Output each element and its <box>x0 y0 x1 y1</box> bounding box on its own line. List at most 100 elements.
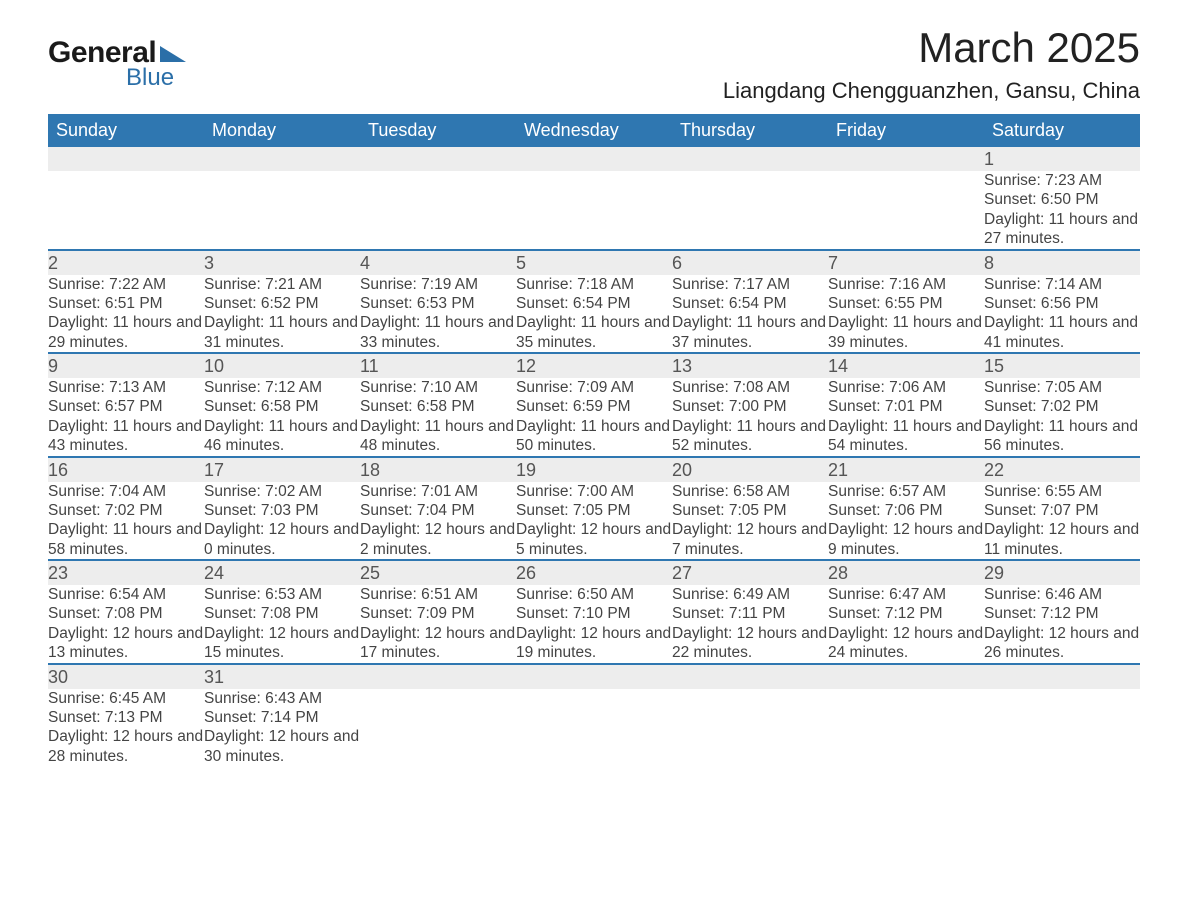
daylight-line: Daylight: 11 hours and 33 minutes. <box>360 313 516 352</box>
daylight-line: Daylight: 11 hours and 52 minutes. <box>672 417 828 456</box>
calendar-day-cell: Sunrise: 6:51 AMSunset: 7:09 PMDaylight:… <box>360 585 516 664</box>
daylight-line: Daylight: 11 hours and 58 minutes. <box>48 520 204 559</box>
calendar-day-cell: Sunrise: 7:09 AMSunset: 6:59 PMDaylight:… <box>516 378 672 457</box>
calendar-day-cell <box>672 689 828 767</box>
calendar-week-data-row: Sunrise: 7:23 AMSunset: 6:50 PMDaylight:… <box>48 171 1140 250</box>
calendar-day-number: 2 <box>48 250 204 275</box>
calendar-day-number: 22 <box>984 457 1140 482</box>
calendar-day-number <box>516 664 672 689</box>
calendar-header-cell: Monday <box>204 114 360 147</box>
calendar-header-cell: Thursday <box>672 114 828 147</box>
calendar-day-number: 26 <box>516 560 672 585</box>
calendar-day-number: 18 <box>360 457 516 482</box>
calendar-day-cell: Sunrise: 7:08 AMSunset: 7:00 PMDaylight:… <box>672 378 828 457</box>
calendar-day-cell <box>204 171 360 250</box>
calendar-header-cell: Sunday <box>48 114 204 147</box>
calendar-day-number: 11 <box>360 353 516 378</box>
sunrise-line: Sunrise: 6:45 AM <box>48 689 204 708</box>
sunset-line: Sunset: 7:08 PM <box>204 604 360 623</box>
calendar-week-daynum-row: 2345678 <box>48 250 1140 275</box>
calendar-day-number: 14 <box>828 353 984 378</box>
calendar-day-cell: Sunrise: 7:18 AMSunset: 6:54 PMDaylight:… <box>516 275 672 354</box>
sunrise-line: Sunrise: 7:06 AM <box>828 378 984 397</box>
sunrise-line: Sunrise: 7:12 AM <box>204 378 360 397</box>
sunrise-line: Sunrise: 7:16 AM <box>828 275 984 294</box>
calendar-week-daynum-row: 1 <box>48 147 1140 171</box>
calendar-day-cell <box>360 171 516 250</box>
calendar-day-number <box>516 147 672 171</box>
calendar-day-cell: Sunrise: 7:17 AMSunset: 6:54 PMDaylight:… <box>672 275 828 354</box>
sunrise-line: Sunrise: 7:17 AM <box>672 275 828 294</box>
sunrise-line: Sunrise: 7:10 AM <box>360 378 516 397</box>
sunrise-line: Sunrise: 7:01 AM <box>360 482 516 501</box>
calendar-day-cell <box>672 171 828 250</box>
daylight-line: Daylight: 12 hours and 0 minutes. <box>204 520 360 559</box>
sunset-line: Sunset: 7:02 PM <box>48 501 204 520</box>
sunset-line: Sunset: 7:12 PM <box>984 604 1140 623</box>
calendar-day-cell: Sunrise: 6:47 AMSunset: 7:12 PMDaylight:… <box>828 585 984 664</box>
calendar-day-cell: Sunrise: 6:55 AMSunset: 7:07 PMDaylight:… <box>984 482 1140 561</box>
daylight-line: Daylight: 11 hours and 56 minutes. <box>984 417 1140 456</box>
calendar-day-number <box>984 664 1140 689</box>
sunrise-line: Sunrise: 6:55 AM <box>984 482 1140 501</box>
location-subtitle: Liangdang Chengguanzhen, Gansu, China <box>723 78 1140 104</box>
calendar-day-cell <box>984 689 1140 767</box>
daylight-line: Daylight: 12 hours and 19 minutes. <box>516 624 672 663</box>
calendar-day-cell <box>360 689 516 767</box>
daylight-line: Daylight: 12 hours and 17 minutes. <box>360 624 516 663</box>
calendar-week-data-row: Sunrise: 7:04 AMSunset: 7:02 PMDaylight:… <box>48 482 1140 561</box>
calendar-day-cell: Sunrise: 6:46 AMSunset: 7:12 PMDaylight:… <box>984 585 1140 664</box>
calendar-day-number <box>672 664 828 689</box>
sunset-line: Sunset: 6:54 PM <box>672 294 828 313</box>
calendar-day-cell: Sunrise: 7:00 AMSunset: 7:05 PMDaylight:… <box>516 482 672 561</box>
calendar-day-number: 10 <box>204 353 360 378</box>
daylight-line: Daylight: 11 hours and 41 minutes. <box>984 313 1140 352</box>
sunrise-line: Sunrise: 6:49 AM <box>672 585 828 604</box>
sunrise-line: Sunrise: 7:18 AM <box>516 275 672 294</box>
sunrise-line: Sunrise: 7:08 AM <box>672 378 828 397</box>
sunset-line: Sunset: 6:54 PM <box>516 294 672 313</box>
daylight-line: Daylight: 12 hours and 7 minutes. <box>672 520 828 559</box>
page-title: March 2025 <box>723 24 1140 72</box>
calendar-day-number <box>672 147 828 171</box>
calendar-day-number: 19 <box>516 457 672 482</box>
calendar-day-number <box>48 147 204 171</box>
sunrise-line: Sunrise: 7:14 AM <box>984 275 1140 294</box>
daylight-line: Daylight: 12 hours and 30 minutes. <box>204 727 360 766</box>
calendar-header-cell: Tuesday <box>360 114 516 147</box>
calendar-day-number: 28 <box>828 560 984 585</box>
calendar-day-cell <box>516 689 672 767</box>
sunset-line: Sunset: 7:08 PM <box>48 604 204 623</box>
daylight-line: Daylight: 11 hours and 39 minutes. <box>828 313 984 352</box>
calendar-day-cell: Sunrise: 7:02 AMSunset: 7:03 PMDaylight:… <box>204 482 360 561</box>
calendar-day-number <box>828 664 984 689</box>
calendar-day-number: 1 <box>984 147 1140 171</box>
sunset-line: Sunset: 7:05 PM <box>516 501 672 520</box>
sunrise-line: Sunrise: 7:04 AM <box>48 482 204 501</box>
sunrise-line: Sunrise: 7:19 AM <box>360 275 516 294</box>
sunset-line: Sunset: 7:11 PM <box>672 604 828 623</box>
calendar-day-number: 8 <box>984 250 1140 275</box>
daylight-line: Daylight: 11 hours and 43 minutes. <box>48 417 204 456</box>
calendar-week-daynum-row: 16171819202122 <box>48 457 1140 482</box>
sunset-line: Sunset: 6:52 PM <box>204 294 360 313</box>
calendar-day-number: 16 <box>48 457 204 482</box>
calendar-day-cell: Sunrise: 6:49 AMSunset: 7:11 PMDaylight:… <box>672 585 828 664</box>
calendar-day-number: 6 <box>672 250 828 275</box>
calendar-day-cell: Sunrise: 6:50 AMSunset: 7:10 PMDaylight:… <box>516 585 672 664</box>
calendar-day-cell: Sunrise: 6:45 AMSunset: 7:13 PMDaylight:… <box>48 689 204 767</box>
calendar-day-cell: Sunrise: 7:06 AMSunset: 7:01 PMDaylight:… <box>828 378 984 457</box>
calendar-week-daynum-row: 23242526272829 <box>48 560 1140 585</box>
calendar-day-number: 5 <box>516 250 672 275</box>
calendar-day-cell: Sunrise: 7:12 AMSunset: 6:58 PMDaylight:… <box>204 378 360 457</box>
sunset-line: Sunset: 7:04 PM <box>360 501 516 520</box>
calendar-day-cell: Sunrise: 6:58 AMSunset: 7:05 PMDaylight:… <box>672 482 828 561</box>
sunrise-line: Sunrise: 6:53 AM <box>204 585 360 604</box>
calendar-week-data-row: Sunrise: 7:22 AMSunset: 6:51 PMDaylight:… <box>48 275 1140 354</box>
logo: General Blue <box>48 36 186 92</box>
calendar-day-number <box>360 147 516 171</box>
sunrise-line: Sunrise: 7:02 AM <box>204 482 360 501</box>
calendar-week-daynum-row: 3031 <box>48 664 1140 689</box>
calendar-day-cell: Sunrise: 7:13 AMSunset: 6:57 PMDaylight:… <box>48 378 204 457</box>
calendar-day-cell: Sunrise: 6:57 AMSunset: 7:06 PMDaylight:… <box>828 482 984 561</box>
